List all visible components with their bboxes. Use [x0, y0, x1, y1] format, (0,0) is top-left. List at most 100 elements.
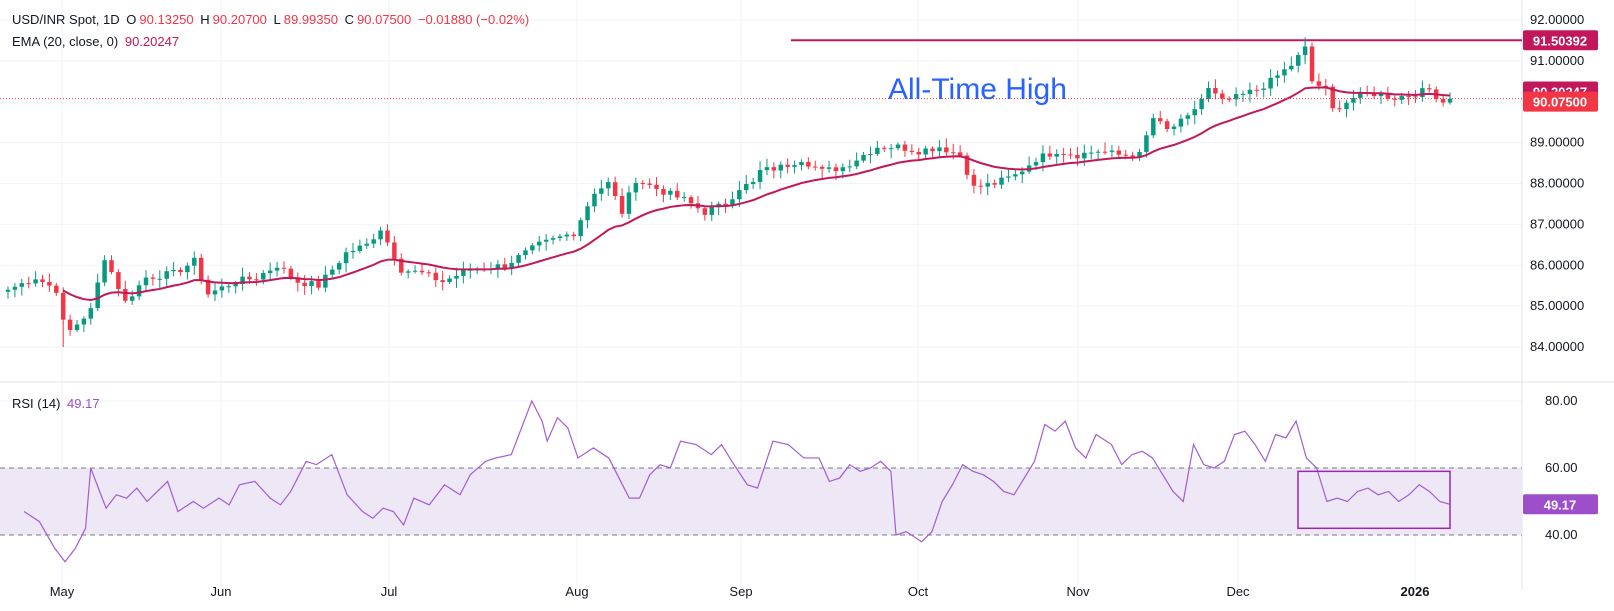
- candle-body: [399, 258, 404, 273]
- candle: [819, 164, 825, 179]
- candle-body: [1254, 89, 1260, 91]
- ema-label[interactable]: EMA (20, close, 0): [12, 34, 119, 49]
- candle-body: [1295, 54, 1301, 66]
- candle: [357, 239, 363, 254]
- candle-body: [985, 183, 990, 187]
- candle: [881, 145, 887, 153]
- candle-body: [240, 276, 245, 285]
- candle-body: [1199, 99, 1204, 110]
- candle: [405, 269, 411, 279]
- candle-body: [806, 162, 811, 167]
- candle-body: [1399, 96, 1404, 100]
- candle: [771, 162, 777, 179]
- candle-body: [612, 182, 618, 197]
- candle-body: [1226, 98, 1232, 100]
- candle-body: [702, 208, 708, 215]
- candle: [240, 267, 245, 291]
- ema-line: [62, 86, 1451, 302]
- time-tick-label: Sep: [729, 584, 752, 599]
- candle: [1054, 149, 1059, 164]
- candle: [60, 287, 66, 324]
- candle: [1282, 61, 1287, 83]
- candle-body: [1447, 98, 1453, 103]
- candle: [799, 159, 804, 171]
- candle-body: [578, 220, 583, 237]
- candle: [1178, 114, 1184, 133]
- candle-body: [1385, 93, 1391, 99]
- candle-body: [833, 167, 839, 172]
- candle: [1102, 142, 1108, 155]
- candle-body: [1095, 151, 1101, 153]
- ath-price-tag-bg: [1523, 30, 1598, 51]
- candle: [392, 236, 397, 266]
- candle-body: [840, 167, 846, 172]
- candle-body: [502, 264, 508, 268]
- candle-body: [757, 170, 763, 183]
- candle: [709, 201, 714, 221]
- candle: [550, 235, 556, 245]
- candle: [916, 147, 921, 161]
- candle: [1206, 81, 1211, 103]
- candle: [750, 177, 756, 189]
- candle-body: [254, 279, 259, 281]
- candle-body: [654, 184, 659, 190]
- candle: [1013, 169, 1018, 181]
- candle-body: [1275, 75, 1280, 78]
- candle-body: [205, 279, 211, 295]
- candle-body: [357, 245, 363, 251]
- symbol-label[interactable]: USD/INR Spot, 1D: [12, 12, 120, 27]
- candle-body: [426, 272, 432, 274]
- time-tick-label: Jul: [381, 584, 398, 599]
- candle-body: [964, 155, 970, 175]
- candle: [185, 262, 190, 280]
- candle: [1254, 85, 1260, 97]
- candle-body: [1157, 118, 1163, 122]
- candle-body: [19, 283, 25, 287]
- candle-body: [647, 183, 652, 185]
- candle: [571, 231, 577, 241]
- candle-body: [1344, 102, 1349, 110]
- candle: [516, 252, 521, 267]
- candle-body: [54, 285, 59, 293]
- candle: [744, 175, 749, 194]
- candle-body: [861, 154, 866, 161]
- candle: [888, 144, 894, 159]
- candle-body: [267, 270, 273, 274]
- price-axis[interactable]: 84.00000 85.00000 86.00000 87.00000 88.00000…: [1530, 12, 1584, 354]
- candle: [74, 320, 80, 333]
- time-axis[interactable]: May Jun Jul Aug Sep Oct Nov Dec 2026: [50, 584, 1430, 599]
- candle: [150, 273, 156, 286]
- candle: [1226, 96, 1232, 103]
- candle: [861, 151, 866, 163]
- candle-body: [1192, 109, 1197, 116]
- candle-body: [999, 177, 1004, 185]
- candle-body: [323, 274, 328, 288]
- candle: [523, 247, 528, 260]
- candle: [716, 201, 721, 216]
- candle-body: [433, 272, 439, 281]
- price-tick-label: 92.00000: [1530, 12, 1584, 27]
- candle-body: [1247, 89, 1253, 94]
- close-value: 90.07500: [357, 12, 412, 27]
- candle-body: [67, 319, 73, 330]
- candle: [12, 283, 18, 298]
- candle: [1026, 156, 1032, 174]
- candle-body: [619, 196, 625, 214]
- candle: [440, 271, 445, 291]
- candle-body: [661, 189, 666, 195]
- rsi-value-tag-bg: [1523, 494, 1598, 515]
- candle-body: [523, 250, 528, 256]
- candle-body: [957, 152, 963, 156]
- candle: [474, 266, 480, 275]
- candle: [557, 233, 563, 242]
- rsi-axis[interactable]: 40.00 60.00 80.00: [1545, 393, 1578, 542]
- candle: [1130, 151, 1135, 161]
- candle-body: [950, 152, 956, 154]
- rsi-label[interactable]: RSI (14): [12, 396, 61, 411]
- candle: [5, 286, 11, 299]
- candle: [461, 261, 466, 284]
- candle: [964, 152, 970, 180]
- candle-body: [261, 273, 266, 280]
- candle-body: [1075, 154, 1080, 159]
